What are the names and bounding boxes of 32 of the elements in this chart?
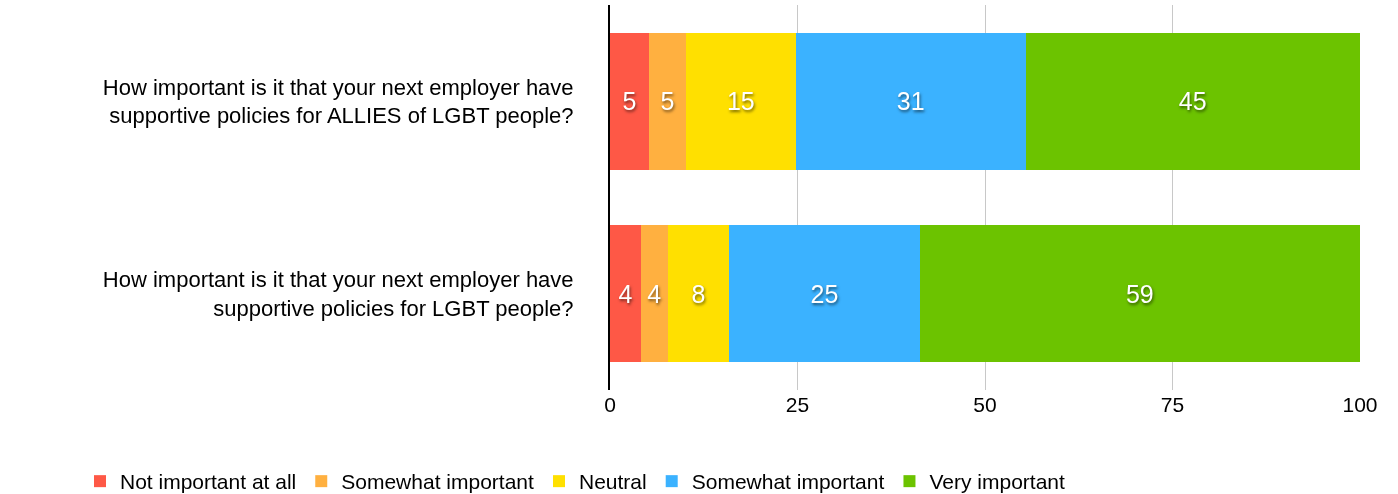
data-label: 31: [896, 87, 925, 116]
data-label: 4: [618, 279, 633, 308]
y-tick-label: How important is it that your next employer have supportive policies for LGBT people?: [102, 267, 574, 321]
bar: [796, 32, 1026, 170]
data-label: 5: [660, 87, 675, 116]
bar: [667, 225, 730, 363]
bar: [729, 225, 920, 363]
legend-label: Not important at all: [120, 470, 297, 494]
bar: [640, 225, 668, 363]
legend-label: Somewhat important: [341, 470, 534, 494]
legend-label: Very important: [929, 470, 1066, 494]
bar: [610, 225, 641, 363]
data-label: 59: [1125, 279, 1154, 308]
x-tick-label: 75: [1160, 393, 1185, 416]
bar: [685, 32, 796, 170]
data-label: 4: [647, 279, 662, 308]
data-label: 45: [1178, 87, 1207, 116]
data-label: 5: [622, 87, 637, 116]
x-tick-label: 100: [1342, 393, 1378, 416]
x-tick-label: 25: [785, 393, 810, 416]
y-tick-label: How important is it that your next employer have supportive policies for ALLIES of LGBT people?: [102, 74, 574, 129]
bar: [919, 225, 1360, 363]
legend-label: Somewhat important: [691, 470, 885, 494]
data-label: 25: [810, 279, 839, 308]
data-label: 8: [691, 279, 706, 308]
data-label: 15: [726, 87, 755, 116]
legend-label: Neutral: [579, 470, 647, 494]
x-tick-label: 50: [973, 393, 997, 416]
bar: [610, 32, 649, 170]
x-tick-label: 0: [604, 393, 616, 416]
bar: [1025, 32, 1360, 170]
bar: [649, 32, 686, 170]
